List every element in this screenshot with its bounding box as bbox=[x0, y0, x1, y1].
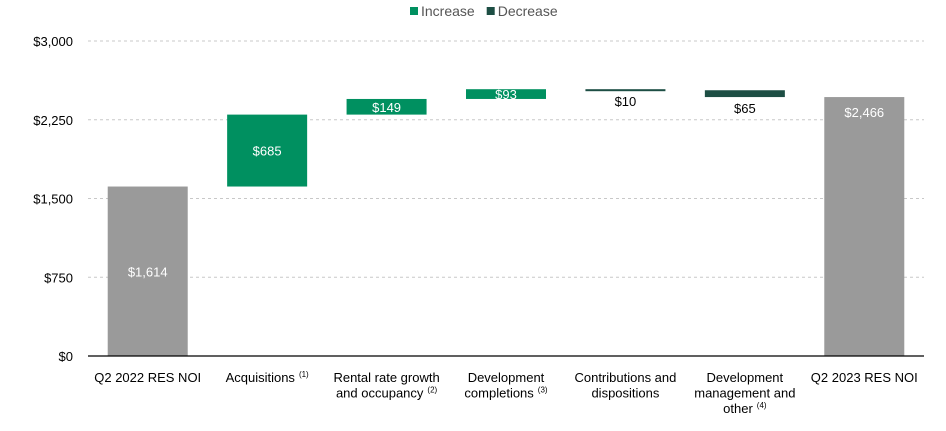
category-label-line: Q2 2022 RES NOI bbox=[94, 370, 201, 385]
footnote-marker: (1) bbox=[299, 370, 309, 379]
y-tick-label: $750 bbox=[44, 270, 73, 285]
bars: $1,614 $685 $149 $93 $10 $65 $2,466 bbox=[107, 87, 905, 356]
legend-label: Increase bbox=[421, 3, 475, 19]
data-label: $2,466 bbox=[844, 105, 884, 120]
category-label: Development completions (3) bbox=[464, 370, 547, 401]
category-label-line: completions bbox=[464, 386, 534, 401]
data-label: $1,614 bbox=[128, 264, 168, 279]
legend-swatch bbox=[486, 7, 495, 15]
x-axis: Q2 2022 RES NOI Acquisitions (1) Rental rat… bbox=[88, 355, 924, 416]
category-label: Contributions and dispositions bbox=[574, 370, 676, 401]
footnote-marker: (4) bbox=[757, 401, 767, 410]
category-label-line: dispositions bbox=[591, 386, 659, 401]
category-label: Development management and other (4) bbox=[694, 370, 795, 416]
data-label: $65 bbox=[734, 101, 756, 116]
grid bbox=[88, 40, 924, 278]
bar-decrease bbox=[704, 90, 785, 98]
footnote-marker: (2) bbox=[427, 386, 437, 395]
data-label: $93 bbox=[495, 87, 517, 102]
category-label-line: Acquisitions bbox=[226, 370, 296, 385]
bar-total bbox=[107, 186, 188, 356]
category-label-line: other bbox=[723, 401, 753, 416]
category-label: Q2 2023 RES NOI bbox=[811, 370, 918, 385]
data-label: $149 bbox=[372, 100, 401, 115]
bar-increase bbox=[346, 98, 427, 115]
data-label: $685 bbox=[253, 144, 282, 159]
y-axis: $0 $750 $1,500 $2,250 $3,000 bbox=[33, 34, 73, 364]
footnote-marker: (3) bbox=[538, 386, 548, 395]
category-label-line: Development bbox=[707, 370, 784, 385]
category-label: Q2 2022 RES NOI bbox=[94, 370, 201, 385]
legend-swatch bbox=[410, 7, 418, 15]
y-tick-label: $1,500 bbox=[33, 192, 73, 207]
legend: Increase Decrease bbox=[410, 3, 558, 19]
category-label: Acquisitions (1) bbox=[226, 370, 309, 385]
legend-label: Decrease bbox=[498, 3, 558, 19]
bar-increase bbox=[466, 89, 546, 99]
bar-total bbox=[824, 97, 905, 356]
data-label: $10 bbox=[615, 94, 637, 109]
bar-increase bbox=[227, 114, 308, 187]
category-label-line: and occupancy bbox=[336, 386, 424, 401]
category-label-line: Rental rate growth bbox=[333, 370, 439, 385]
bar-decrease bbox=[585, 89, 666, 92]
category-label-line: Development bbox=[468, 370, 545, 385]
category-label: Rental rate growth and occupancy (2) bbox=[333, 370, 439, 401]
y-tick-label: $3,000 bbox=[33, 34, 73, 49]
y-tick-label: $0 bbox=[59, 349, 73, 364]
category-label-line: Contributions and bbox=[574, 370, 676, 385]
y-tick-label: $2,250 bbox=[33, 113, 73, 128]
category-label-line: Q2 2023 RES NOI bbox=[811, 370, 918, 385]
category-label-line: management and bbox=[694, 386, 795, 401]
